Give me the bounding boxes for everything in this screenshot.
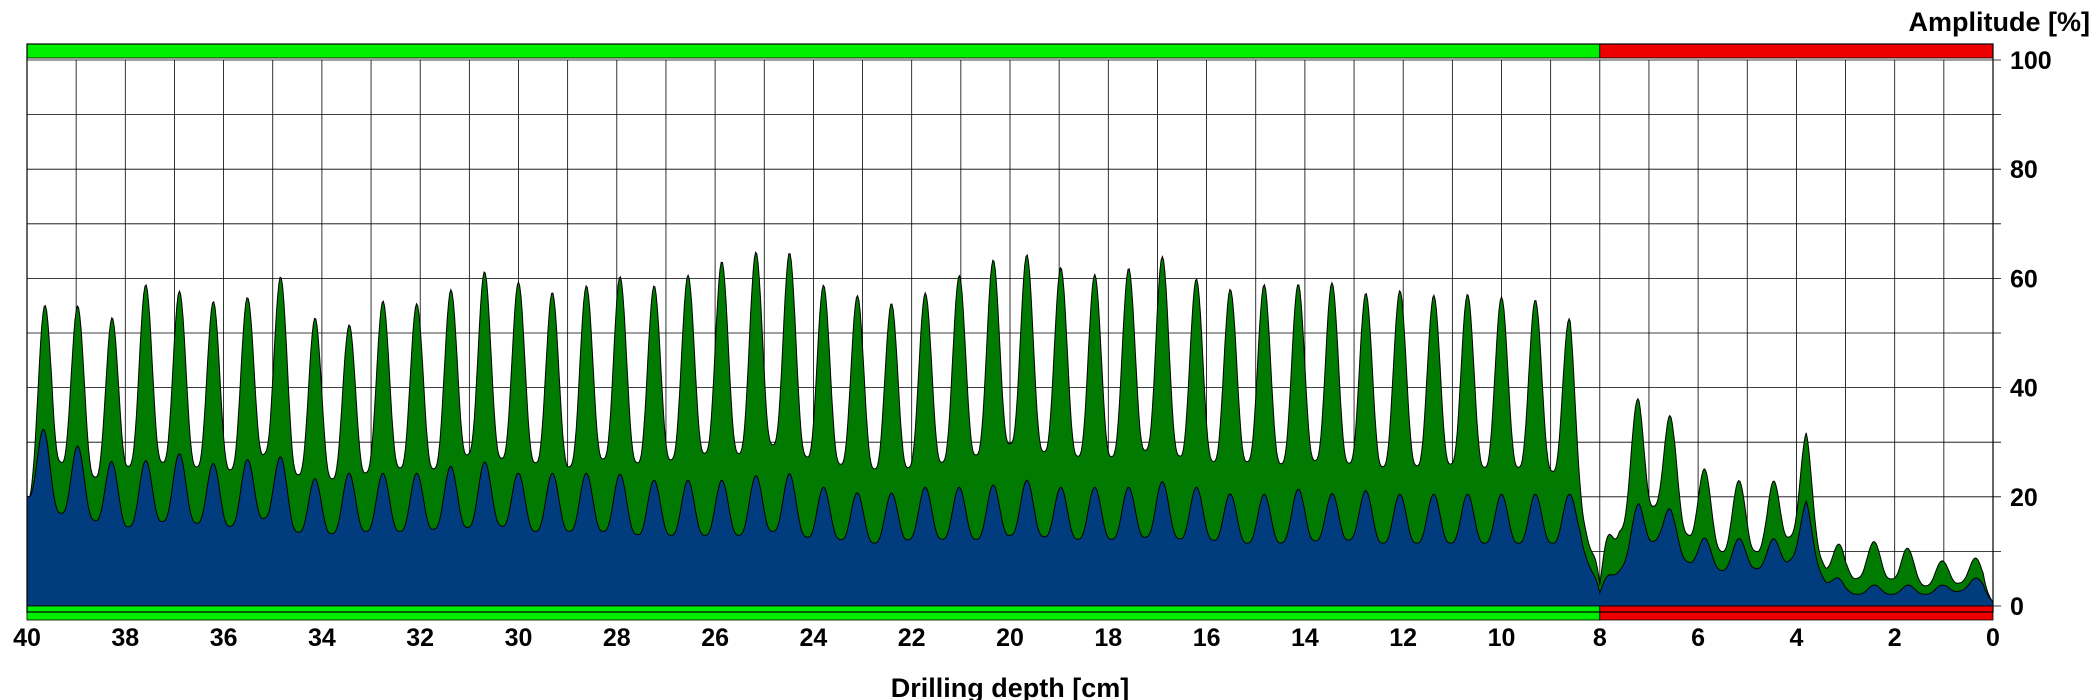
x-tick-label: 22	[898, 624, 926, 652]
x-tick-label: 12	[1389, 624, 1417, 652]
y-tick-label: 80	[2010, 156, 2038, 184]
y-axis-label: Amplitude [%]	[1909, 7, 2091, 37]
series-layer	[26, 251, 1994, 607]
status-band-bottom-2	[1599, 605, 1994, 621]
x-tick-label: 8	[1593, 624, 1607, 652]
series-area-2	[26, 428, 1994, 607]
y-tick-label: 0	[2010, 593, 2024, 621]
x-tick-label: 14	[1291, 624, 1319, 652]
x-tick-label: 6	[1691, 624, 1705, 652]
y-tick-label: 100	[2010, 47, 2052, 75]
x-tick-label: 30	[505, 624, 533, 652]
x-tick-label: 26	[701, 624, 729, 652]
x-tick-label: 2	[1888, 624, 1902, 652]
x-tick-label: 10	[1488, 624, 1516, 652]
x-tick-label: 36	[210, 624, 238, 652]
y-tick-label: 40	[2010, 375, 2038, 403]
x-tick-label: 20	[996, 624, 1024, 652]
y-tick-label: 20	[2010, 484, 2038, 512]
x-axis-label: Drilling depth [cm]	[891, 673, 1130, 700]
x-tick-label: 40	[13, 624, 41, 652]
x-tick-label: 0	[1986, 624, 2000, 652]
y-tick-labels: 0 20 40 60 80 100	[2010, 47, 2052, 621]
x-tick-label: 4	[1789, 624, 1803, 652]
y-tick-label: 60	[2010, 265, 2038, 293]
status-bands	[26, 43, 1994, 621]
plot-frame	[26, 43, 1994, 613]
x-tick-label: 24	[799, 624, 827, 652]
x-tick-label: 16	[1193, 624, 1221, 652]
x-tick-label: 32	[406, 624, 434, 652]
status-band-top-2	[1599, 43, 1994, 59]
status-band-top-1	[26, 43, 1601, 59]
x-tick-label: 34	[308, 624, 336, 652]
x-tick-label: 18	[1094, 624, 1122, 652]
x-tick-label: 38	[111, 624, 139, 652]
status-band-bottom-1	[26, 605, 1601, 621]
x-tick-labels: 40 38 36 34 32 30 28 26 24 22 20 18 16 14 12 10 8 6 4 2 0	[13, 624, 2000, 652]
x-tick-label: 28	[603, 624, 631, 652]
